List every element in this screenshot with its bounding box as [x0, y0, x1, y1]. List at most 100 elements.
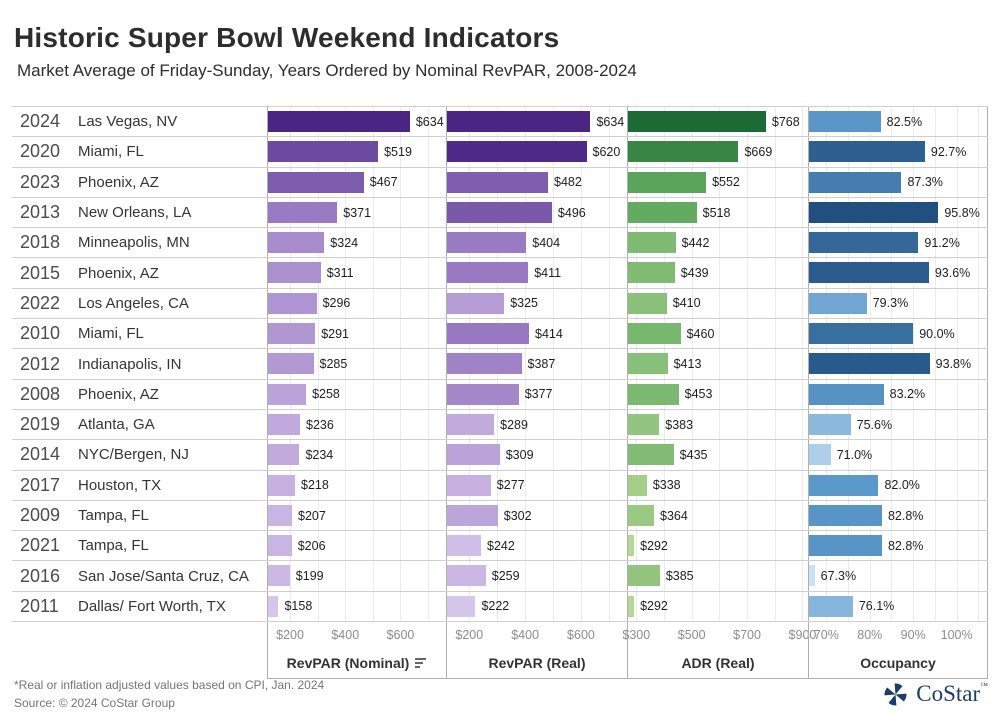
occupancy-bar[interactable]: [809, 535, 882, 557]
gridline: [934, 258, 936, 288]
occupancy-bar[interactable]: [809, 444, 831, 466]
occupancy-bar[interactable]: [809, 232, 919, 254]
bar-value-label: $222: [481, 599, 510, 614]
bar-value-label: 79.3%: [872, 296, 909, 311]
table-row: 2010 Miami, FL $291 $414 $460 90.0%: [12, 319, 988, 350]
adr_real-bar[interactable]: [628, 323, 681, 345]
occupancy-bar[interactable]: [809, 504, 882, 526]
revpar_nominal-bar[interactable]: [268, 535, 292, 557]
revpar_nominal-bar[interactable]: [268, 353, 314, 375]
occupancy-bar[interactable]: [809, 141, 925, 163]
revpar_nominal-bar[interactable]: [268, 444, 300, 466]
revpar_real-bar[interactable]: [447, 353, 522, 375]
table-row: 2024 Las Vegas, NV $634 $634 $768 82.5%: [12, 106, 988, 138]
table-row: 2013 New Orleans, LA $371 $496 $518 95.8%: [12, 197, 988, 229]
revpar_real-bar[interactable]: [447, 413, 495, 435]
occupancy-bar[interactable]: [809, 262, 929, 284]
revpar_real-bar[interactable]: [447, 504, 498, 526]
revpar_real-bar[interactable]: [447, 292, 505, 314]
occupancy-bar[interactable]: [809, 353, 930, 375]
adr_real-bar[interactable]: [628, 141, 739, 163]
revpar_real-bar[interactable]: [447, 262, 529, 284]
gridline: [553, 319, 555, 349]
revpar_nominal-bar[interactable]: [268, 413, 300, 435]
revpar_nominal-bar[interactable]: [268, 504, 292, 526]
occupancy-bar[interactable]: [809, 413, 851, 435]
revpar_real-bar[interactable]: [447, 565, 486, 587]
gridline: [956, 288, 958, 319]
gridline: [317, 591, 319, 622]
occupancy-bar[interactable]: [809, 383, 884, 405]
revpar_real-bar[interactable]: [447, 535, 482, 557]
revpar_nominal-bar[interactable]: [268, 262, 321, 284]
revpar_nominal-bar[interactable]: [268, 383, 307, 405]
gridline: [978, 288, 980, 319]
gridline: [608, 440, 610, 470]
gridline: [608, 409, 610, 440]
revpar_real-bar[interactable]: [447, 141, 587, 163]
revpar_real-bar[interactable]: [447, 383, 519, 405]
gridline: [553, 440, 555, 470]
costar-pinwheel-icon: [884, 682, 907, 706]
bar-value-label: 93.8%: [935, 357, 972, 372]
revpar_nominal-bar[interactable]: [268, 565, 290, 587]
revpar_real-bar[interactable]: [447, 171, 549, 193]
gridline: [608, 379, 610, 409]
gridline: [428, 167, 430, 197]
revpar_nominal-bar[interactable]: [268, 595, 279, 617]
revpar_real-bar[interactable]: [447, 111, 591, 132]
adr_real-bar[interactable]: [628, 292, 667, 314]
occupancy-bar[interactable]: [809, 595, 853, 617]
adr_real-bar[interactable]: [628, 413, 660, 435]
occupancy-bar[interactable]: [809, 292, 867, 314]
adr_real-bar[interactable]: [628, 353, 668, 375]
occupancy-bar[interactable]: [809, 474, 879, 496]
year-label: 2023: [20, 171, 61, 192]
revpar_nominal-bar[interactable]: [268, 111, 410, 132]
revpar_real-bar[interactable]: [447, 595, 476, 617]
revpar_real-bar[interactable]: [447, 232, 527, 254]
revpar_real-bar[interactable]: [447, 444, 500, 466]
revpar_nominal-bar[interactable]: [268, 232, 325, 254]
occupancy-bar[interactable]: [809, 111, 881, 132]
adr_real-bar[interactable]: [628, 595, 635, 617]
adr_real-bar[interactable]: [628, 504, 655, 526]
gridline: [580, 319, 582, 349]
adr_real-cell: $435: [627, 440, 808, 470]
revpar_nominal-bar[interactable]: [268, 323, 316, 345]
adr_real-bar[interactable]: [628, 535, 635, 557]
occupancy-cell: 71.0%: [808, 440, 988, 470]
adr_real-bar[interactable]: [628, 201, 697, 223]
year-label: 2010: [20, 323, 61, 344]
gridline: [345, 228, 347, 258]
occupancy-bar[interactable]: [809, 565, 815, 587]
gridline: [719, 379, 721, 409]
adr_real-bar[interactable]: [628, 474, 647, 496]
gridline: [428, 531, 430, 561]
adr_real-bar[interactable]: [628, 444, 674, 466]
revpar_nominal-bar[interactable]: [268, 201, 338, 223]
gridline: [802, 500, 804, 531]
occupancy-bar[interactable]: [809, 323, 914, 345]
gridline: [719, 349, 721, 379]
adr_real-bar[interactable]: [628, 565, 660, 587]
occupancy-bar[interactable]: [809, 171, 902, 193]
revpar_nominal-bar[interactable]: [268, 474, 296, 496]
revpar_nominal-bar[interactable]: [268, 292, 317, 314]
revpar_nominal-bar[interactable]: [268, 141, 379, 163]
market-label: Phoenix, AZ: [78, 264, 159, 282]
gridline: [978, 319, 980, 349]
revpar_nominal-bar[interactable]: [268, 171, 364, 193]
sort-descending-icon[interactable]: [415, 657, 427, 669]
adr_real-bar[interactable]: [628, 383, 679, 405]
adr_real-bar[interactable]: [628, 111, 766, 132]
revpar_real-bar[interactable]: [447, 323, 530, 345]
adr_real-bar[interactable]: [628, 232, 676, 254]
revpar_real-bar[interactable]: [447, 474, 491, 496]
adr_real-bar[interactable]: [628, 262, 675, 284]
adr_real-bar[interactable]: [628, 171, 707, 193]
bar-value-label: 93.6%: [934, 266, 971, 281]
revpar_real-bar[interactable]: [447, 201, 552, 223]
adr_real-cell: $669: [627, 137, 808, 167]
occupancy-bar[interactable]: [809, 201, 939, 223]
